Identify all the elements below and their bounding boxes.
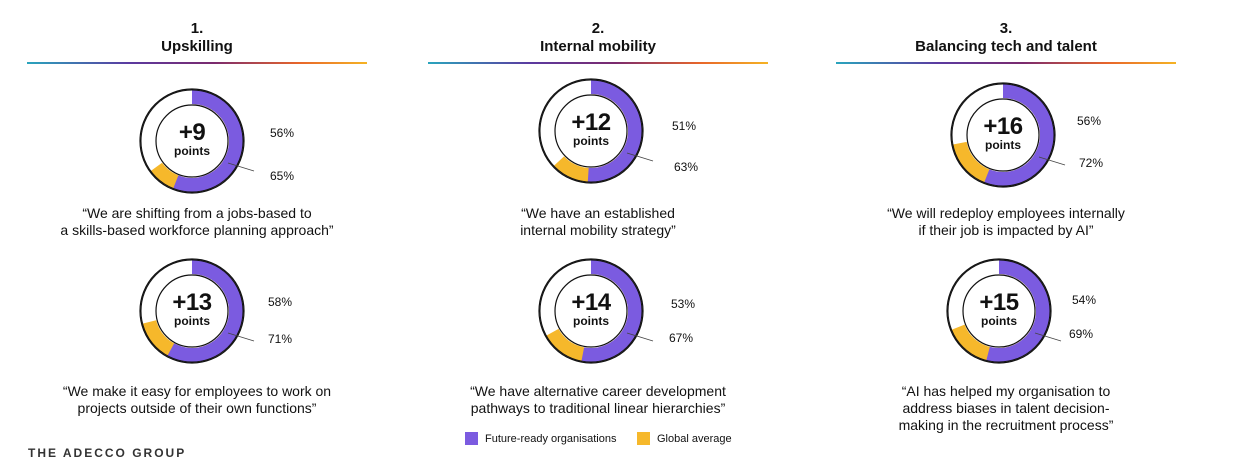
gradient-divider — [836, 62, 1176, 64]
donut-chart: +12 points — [538, 78, 654, 184]
points-unit: points — [985, 138, 1021, 152]
column-upskilling: 1. Upskilling +9 points 56% 65% “We are … — [27, 0, 367, 453]
points-unit: points — [174, 314, 210, 328]
donut-inner-ring — [554, 94, 628, 168]
future-ready-arc — [984, 84, 1054, 186]
points-unit: points — [573, 314, 609, 328]
donut-inner-ring — [554, 274, 628, 348]
future-ready-arc — [167, 260, 243, 362]
donut-center: +16 points — [963, 115, 1043, 152]
legend-label-future-ready: Future-ready organisations — [485, 433, 617, 445]
donut-inner-ring — [155, 274, 229, 348]
leader-line — [227, 162, 255, 172]
future-ready-label: 67% — [669, 331, 694, 345]
donut-outer-border — [951, 83, 1055, 187]
future-ready-arc — [986, 260, 1050, 362]
legend-swatch-future-ready — [465, 432, 478, 445]
leader-line — [626, 332, 654, 342]
column-internal-mobility: 2. Internal mobility +12 points 51% 63% … — [428, 0, 768, 453]
future-ready-label: 72% — [1079, 156, 1104, 170]
leader-line — [227, 332, 255, 342]
future-ready-arc — [173, 90, 243, 192]
donut-svg — [139, 258, 255, 364]
points-difference: +13 — [172, 289, 212, 316]
donut-center: +12 points — [551, 111, 631, 148]
global-average-label: 56% — [1077, 114, 1102, 128]
donut-center: +9 points — [152, 121, 232, 158]
donut-chart: +13 points — [139, 258, 255, 364]
points-unit: points — [174, 144, 210, 158]
column-header: 3. Balancing tech and talent — [836, 20, 1176, 56]
gradient-divider — [27, 62, 367, 64]
points-difference: +9 — [178, 119, 206, 146]
points-difference: +16 — [983, 113, 1023, 140]
future-ready-label: 63% — [674, 160, 699, 174]
donut-outer-border — [539, 259, 643, 363]
quote-text: “We have an established internal mobilit… — [520, 205, 676, 238]
column-title: Internal mobility — [540, 38, 656, 55]
donut-outer-border — [947, 259, 1051, 363]
quote-text: “AI has helped my organisation to addres… — [898, 383, 1114, 433]
gradient-divider — [428, 62, 768, 64]
global-average-label: 58% — [268, 295, 293, 309]
footer-logo-text: THE ADECCO GROUP — [28, 446, 187, 460]
donut-inner-ring — [155, 104, 229, 178]
donut-outer-border — [539, 79, 643, 183]
column-number: 2. — [591, 20, 605, 37]
points-difference: +15 — [979, 289, 1019, 316]
donut-outer-border — [140, 89, 244, 193]
donut-center: +13 points — [152, 291, 232, 328]
points-difference: +14 — [571, 289, 611, 316]
column-header: 1. Upskilling — [27, 20, 367, 56]
future-ready-label: 71% — [268, 332, 293, 346]
column-number: 1. — [190, 20, 204, 37]
column-title: Upskilling — [161, 38, 233, 55]
donut-inner-ring — [966, 98, 1040, 172]
legend-label-global-average: Global average — [657, 433, 732, 445]
donut-outer-border — [140, 259, 244, 363]
points-unit: points — [573, 134, 609, 148]
column-header: 2. Internal mobility — [428, 20, 768, 56]
donut-chart: +9 points — [139, 88, 255, 194]
donut-chart: +16 points — [950, 82, 1066, 188]
column-balancing-tech-and-talent: 3. Balancing tech and talent +16 points … — [836, 0, 1176, 453]
points-difference: +12 — [571, 109, 611, 136]
future-ready-label: 69% — [1069, 327, 1094, 341]
donut-center: +15 points — [959, 291, 1039, 328]
global-average-label: 56% — [270, 126, 295, 140]
column-title: Balancing tech and talent — [915, 38, 1097, 55]
leader-line — [1038, 156, 1066, 166]
column-number: 3. — [999, 20, 1013, 37]
quote-text: “We are shifting from a jobs-based to a … — [60, 205, 334, 238]
donut-svg — [538, 78, 654, 184]
donut-center: +14 points — [551, 291, 631, 328]
future-ready-arc — [587, 80, 643, 182]
quote-text: “We make it easy for employees to work o… — [62, 383, 332, 416]
quote-text: “We will redeploy employees internally i… — [887, 205, 1125, 238]
donut-inner-ring — [962, 274, 1036, 348]
donut-chart: +14 points — [538, 258, 654, 364]
leader-line — [1034, 332, 1062, 342]
future-ready-label: 65% — [270, 169, 295, 183]
global-average-label: 53% — [671, 297, 696, 311]
points-unit: points — [981, 314, 1017, 328]
global-average-label: 54% — [1072, 293, 1097, 307]
global-average-label: 51% — [672, 119, 697, 133]
donut-chart: +15 points — [946, 258, 1062, 364]
legend-swatch-global-average — [637, 432, 650, 445]
leader-line — [626, 152, 654, 162]
donut-svg — [950, 82, 1066, 188]
future-ready-arc — [581, 260, 642, 362]
donut-svg — [946, 258, 1062, 364]
donut-svg — [538, 258, 654, 364]
quote-text: “We have alternative career development … — [470, 383, 726, 416]
donut-svg — [139, 88, 255, 194]
